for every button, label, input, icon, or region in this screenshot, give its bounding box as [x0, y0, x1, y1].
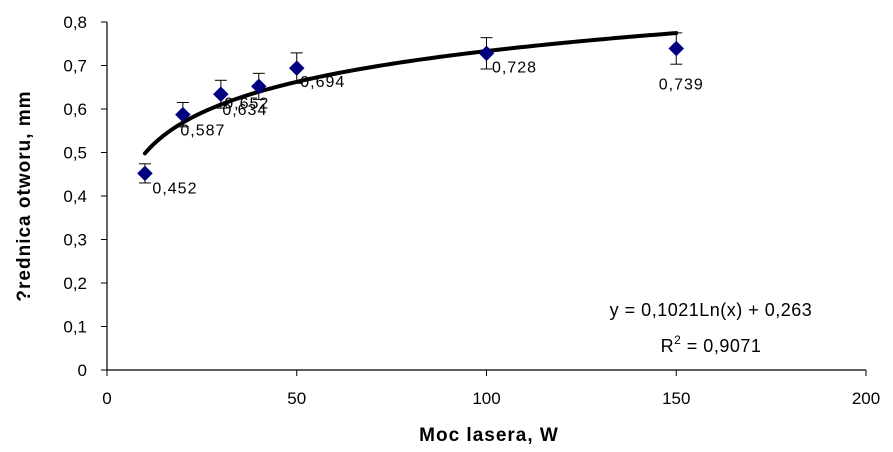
x-tick-label: 200 — [852, 389, 880, 408]
data-label: 0,728 — [492, 59, 537, 76]
data-label: 0,452 — [152, 180, 197, 197]
data-point — [478, 45, 495, 62]
y-tick-label: 0,5 — [63, 144, 87, 163]
data-label: 0,694 — [300, 74, 345, 91]
data-point — [137, 165, 153, 182]
r-squared-sup: 2 — [674, 333, 681, 347]
data-label: 0,634 — [222, 102, 267, 119]
r-squared-value: = 0,9071 — [681, 336, 761, 356]
trendline-group — [142, 31, 679, 156]
y-tick-label: 0,2 — [63, 274, 87, 293]
y-tick-label: 0,7 — [63, 57, 87, 76]
y-tick-label: 0,4 — [63, 187, 87, 206]
x-tick-label: 100 — [472, 389, 500, 408]
x-tick-label: 50 — [287, 389, 306, 408]
data-point — [668, 40, 685, 57]
y-tick-label: 0,3 — [63, 231, 87, 250]
x-axis-title: Moc lasera, W — [419, 425, 559, 446]
r-squared-prefix: R — [661, 336, 675, 356]
data-label: 0,587 — [180, 123, 225, 140]
trendline — [142, 31, 679, 156]
y-tick-label: 0,8 — [63, 13, 87, 32]
x-tick-label: 150 — [662, 389, 690, 408]
r-squared: R2 = 0,9071 — [661, 333, 762, 356]
y-tick-label: 0,6 — [63, 100, 87, 119]
data-label: 0,739 — [659, 77, 704, 94]
data-point — [250, 78, 267, 95]
data-point — [175, 106, 191, 123]
data-point — [288, 60, 305, 76]
y-axis-title: ?rednica otworu, mm — [14, 90, 35, 301]
y-tick-label: 0 — [78, 361, 87, 380]
y-ticks: 0 0,1 0,2 0,3 0,4 0,5 0,6 0,7 0,8 — [63, 13, 107, 380]
data-point — [212, 86, 229, 103]
x-ticks: 0 50 100 150 200 — [102, 370, 880, 408]
data-label: 0,652 — [224, 95, 269, 112]
trendline-equation: y = 0,1021Ln(x) + 0,263 — [610, 300, 813, 320]
y-tick-label: 0,1 — [63, 318, 87, 337]
x-tick-label: 0 — [102, 389, 111, 408]
data-points — [137, 40, 685, 182]
